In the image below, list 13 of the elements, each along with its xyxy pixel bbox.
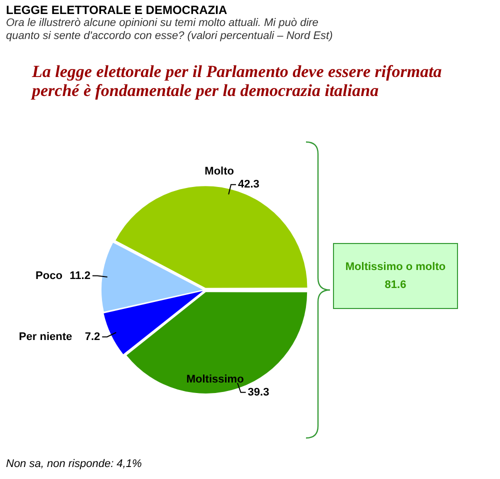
data-label: 11.2 bbox=[70, 270, 90, 282]
data-label: 39.3 bbox=[248, 386, 270, 398]
data-label: 7.2 bbox=[84, 330, 100, 343]
text: La legge elettorale per il Parlamento deve essere riformata perché è fondamentale per la democrazia italiana bbox=[32, 62, 442, 100]
slice-label: Molto bbox=[204, 166, 234, 178]
chart-subtitle: Ora le illustrerò alcune opinioni su temi molto attuali. Mi può dire quanto si sente d'accordo con esse? (valori percentuali – Nord Est) bbox=[6, 17, 334, 43]
slice-label: Poco bbox=[36, 270, 63, 282]
slice-label: Per niente bbox=[18, 330, 72, 343]
data-label: 42.3 bbox=[238, 178, 260, 191]
slice-label: Moltissimo bbox=[186, 373, 244, 386]
chart-title: LEGGE ELETTORALE E DEMOCRAZIA bbox=[6, 3, 228, 17]
text: Non sa, non risponde: 4,1% bbox=[6, 458, 142, 470]
text: Moltissimo o molto 81.6 bbox=[333, 243, 458, 309]
